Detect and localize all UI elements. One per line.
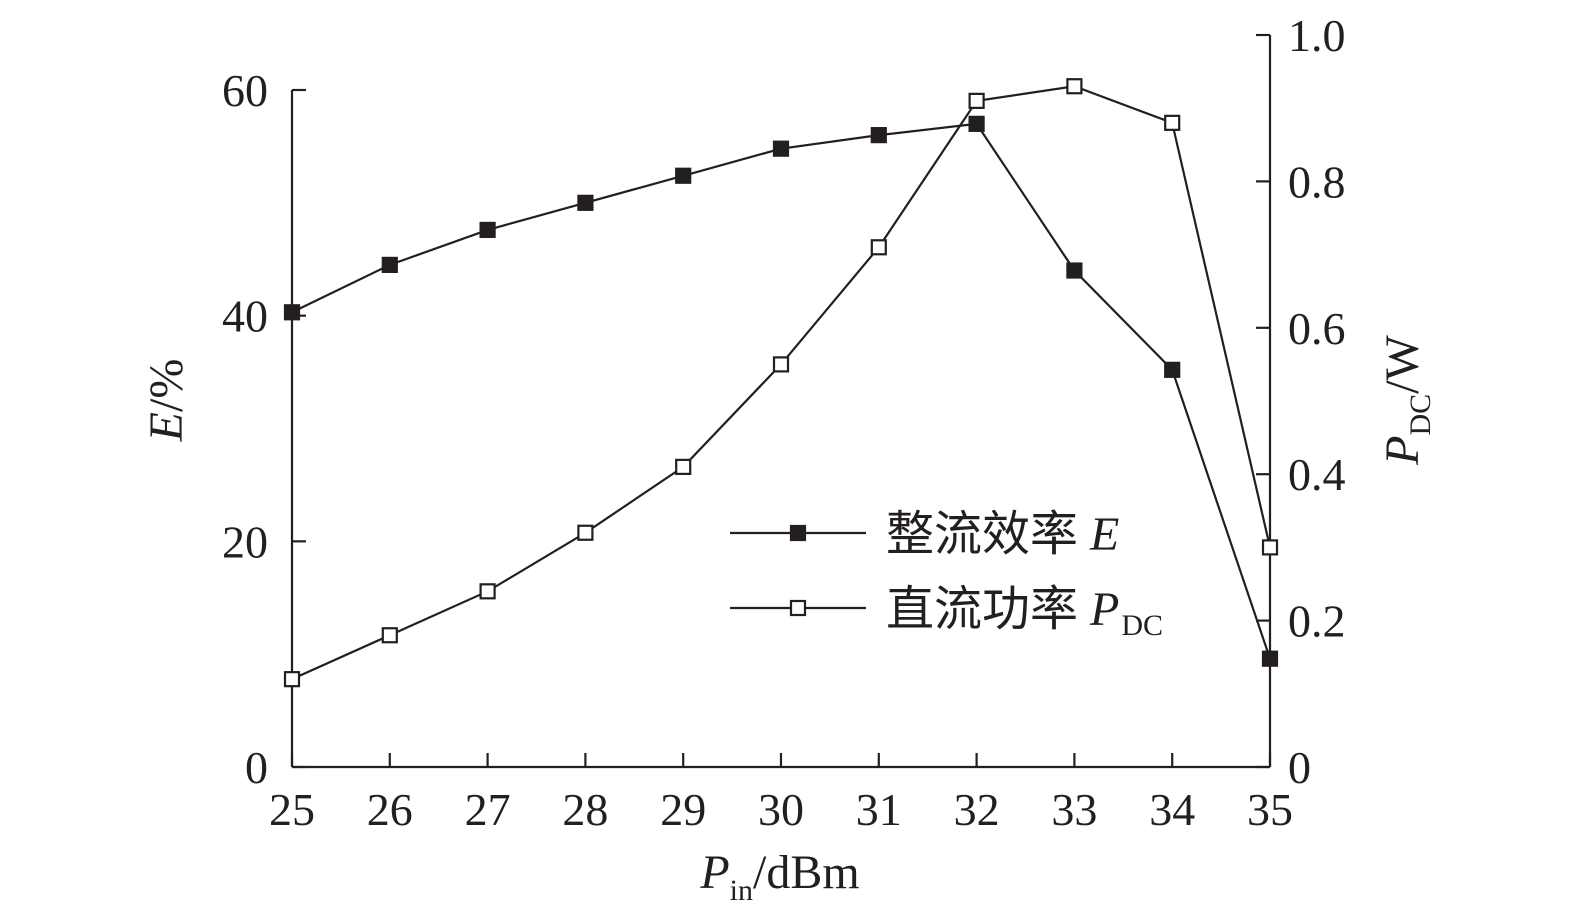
series-1 (283, 115, 1279, 667)
y-right-tick-label: 0 (1288, 742, 1311, 793)
x-tick-label: 26 (367, 784, 413, 835)
legend-marker (789, 524, 807, 542)
legend: 整流效率 E 直流功率 PDC (730, 508, 1163, 642)
legend-label: 直流功率 PDC (886, 583, 1163, 642)
y-right-tick-label: 1.0 (1288, 10, 1346, 61)
data-point (1066, 78, 1083, 95)
data-point (675, 458, 692, 475)
series-line (291, 122, 1272, 660)
data-point (772, 140, 790, 157)
data-point (381, 627, 398, 644)
legend-marker (789, 599, 807, 617)
x-tick-label: 29 (660, 784, 706, 835)
x-tick-label: 31 (856, 784, 902, 835)
x-tick-label: 33 (1051, 784, 1097, 835)
x-tick-label: 34 (1149, 784, 1195, 835)
x-tick-label: 32 (954, 784, 1000, 835)
data-point (381, 256, 398, 273)
y-left-tick-label: 20 (222, 516, 268, 567)
data-point (1261, 650, 1279, 667)
y-left-tick-label: 0 (245, 742, 268, 793)
data-point (1066, 262, 1083, 279)
data-point (772, 356, 790, 373)
y-right-tick-label: 0.6 (1288, 303, 1346, 354)
x-axis-title: Pin/dBm (699, 846, 859, 907)
legend-entry-2: 直流功率 PDC (730, 583, 1163, 642)
data-point (577, 524, 594, 541)
ticks: 25 26 27 28 29 30 31 32 33 34 35020406000.20.40.60… (222, 10, 1346, 835)
y-right-axis-title: PDC/W (1376, 334, 1437, 465)
data-point (1261, 539, 1279, 556)
legend-entry-1: 整流效率 E (730, 508, 1119, 561)
data-point (577, 194, 594, 211)
legend-label: 整流效率 E (886, 508, 1119, 561)
data-point (870, 239, 887, 256)
y-left-tick-label: 60 (222, 65, 268, 116)
x-tick-label: 28 (562, 784, 608, 835)
data-point (675, 167, 692, 184)
data-point (1164, 114, 1181, 131)
x-tick-label: 25 (269, 784, 315, 835)
x-tick-label: 35 (1247, 784, 1293, 835)
data-point (968, 92, 985, 109)
data-point (479, 583, 496, 600)
series-2 (283, 78, 1279, 688)
y-right-tick-label: 0.2 (1288, 596, 1346, 647)
y-left-axis-title: E/% (140, 359, 193, 443)
x-tick-label: 30 (758, 784, 804, 835)
data-point (1164, 361, 1181, 378)
y-right-tick-label: 0.8 (1288, 156, 1346, 207)
y-left-tick-label: 40 (222, 291, 268, 342)
data-point (283, 304, 301, 321)
series-group (283, 78, 1279, 688)
data-point (870, 127, 887, 144)
y-right-tick-label: 0.4 (1288, 449, 1346, 500)
data-point (968, 115, 985, 132)
data-point (479, 221, 496, 239)
axis-titles: Pin/dBm E/% PDC/W (140, 334, 1437, 907)
series-line (291, 85, 1272, 681)
x-tick-label: 27 (465, 784, 511, 835)
data-point (283, 671, 301, 688)
